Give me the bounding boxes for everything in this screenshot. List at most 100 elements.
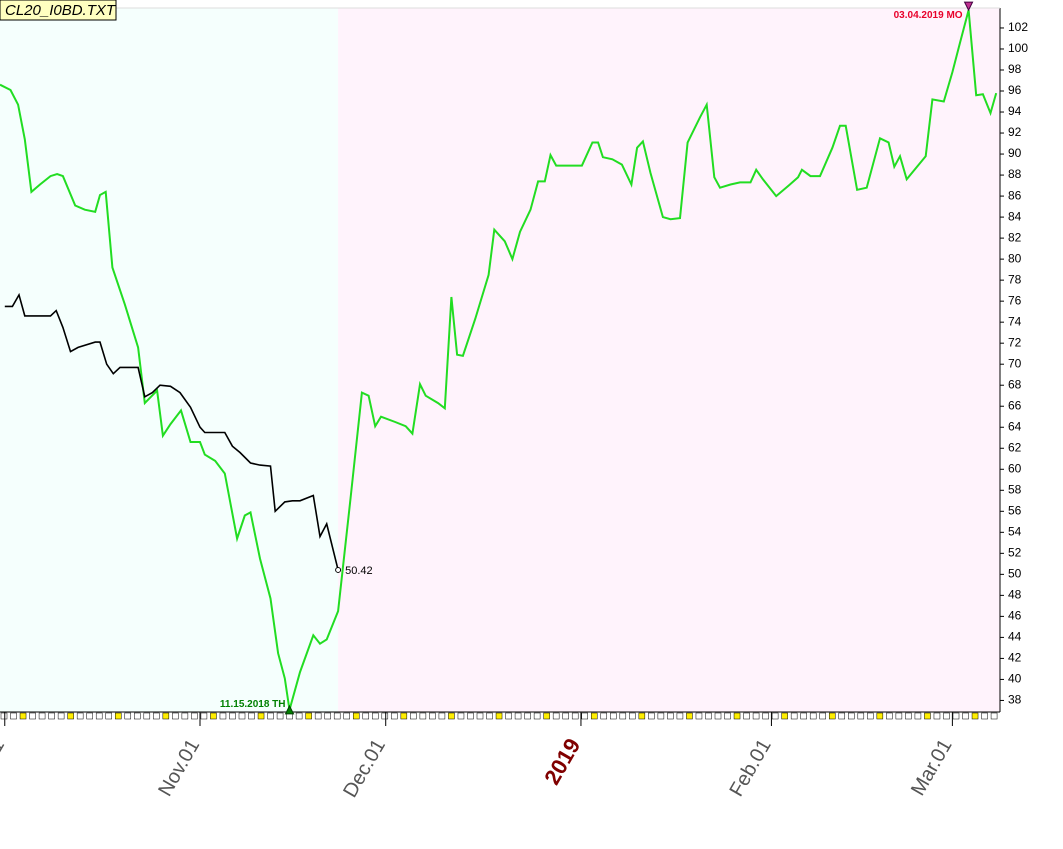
day-tick [562, 712, 569, 720]
day-tick [86, 712, 93, 720]
day-tick [429, 712, 436, 720]
y-tick-label: 72 [1008, 335, 1022, 349]
line [0, 9, 998, 711]
y-tick-label: 38 [1008, 693, 1022, 707]
plot: 11.15.2018 TH 03.04.2019 MO 50.42 [0, 1, 998, 715]
day-tick [762, 712, 769, 720]
day-tick [448, 712, 455, 720]
day-tick [381, 712, 389, 720]
day-tick [181, 712, 189, 720]
y-tick-label: 70 [1008, 356, 1022, 370]
day-tick [790, 712, 798, 720]
x-tick-label: Feb.01 [726, 736, 776, 801]
y-tick-label: 42 [1008, 651, 1022, 665]
day-tick [362, 712, 370, 720]
day-tick [57, 712, 65, 720]
x-tick-label: Dec.01 [339, 736, 390, 802]
day-tick [886, 712, 893, 720]
day-tick [743, 712, 750, 720]
day-tick [276, 712, 284, 720]
day-tick [695, 712, 703, 720]
y-tick-label: 80 [1008, 251, 1022, 265]
low-marker [284, 704, 295, 715]
day-tick [514, 712, 522, 720]
day-tick [229, 712, 236, 720]
high-label: 03.04.2019 MO [894, 10, 963, 21]
y-tick-label: 84 [1008, 209, 1022, 223]
y-tick-label: 90 [1008, 146, 1022, 160]
day-tick [848, 712, 855, 720]
x-tick-label: Nov.01 [154, 736, 204, 801]
y-tick-label: 48 [1008, 588, 1022, 602]
y-tick-label: 54 [1008, 524, 1022, 538]
day-tick [476, 712, 484, 720]
day-tick [400, 712, 408, 720]
day-tick [667, 712, 674, 720]
day-tick [800, 712, 807, 720]
shade-right [338, 8, 1001, 712]
day-tick [191, 712, 198, 720]
day-tick [990, 712, 998, 720]
day-tick [352, 712, 360, 720]
y-tick-label: 88 [1008, 167, 1022, 181]
y-tick-label: 74 [1008, 314, 1022, 328]
day-tick [600, 712, 608, 720]
day-tick [781, 712, 788, 720]
day-tick [809, 712, 817, 720]
day-tick [372, 712, 379, 720]
day-tick [629, 712, 636, 720]
day-tick [10, 712, 17, 720]
line [4, 292, 339, 571]
day-tick [876, 712, 884, 720]
day-tick [581, 712, 588, 720]
day-tick [971, 712, 979, 720]
day-tick [29, 712, 36, 720]
background [0, 8, 1001, 712]
day-tick [457, 712, 465, 720]
day-tick [134, 712, 141, 720]
day-tick [648, 712, 655, 720]
day-tick [295, 712, 303, 720]
day-tick [343, 712, 350, 720]
y-tick-label: 60 [1008, 461, 1022, 475]
day-tick [638, 712, 646, 720]
day-tick [267, 712, 274, 720]
x-tick-label: Oct.01 [0, 736, 9, 798]
day-tick [676, 712, 684, 720]
day-tick [619, 712, 627, 720]
high-marker [963, 1, 974, 12]
day-tick [257, 712, 265, 720]
end-marker [335, 566, 342, 573]
x-tick-label: Mar.01 [907, 736, 957, 800]
day-tick [895, 712, 903, 720]
day-tick [610, 712, 617, 720]
day-tick [248, 712, 255, 720]
day-tick [981, 712, 988, 720]
day-tick [933, 712, 941, 720]
day-tick [819, 712, 826, 720]
y-tick-label: 76 [1008, 293, 1022, 307]
day-tick [524, 712, 531, 720]
y-tick-label: 102 [1008, 20, 1028, 34]
low-label: 11.15.2018 TH [220, 699, 286, 710]
day-tick [467, 712, 474, 720]
day-tick [686, 712, 693, 720]
day-tick [486, 712, 493, 720]
day-tick [924, 712, 931, 720]
y-tick-label: 86 [1008, 188, 1022, 202]
day-tick [333, 712, 341, 720]
day-tick [324, 712, 331, 720]
day-tick [867, 712, 874, 720]
day-tick [571, 712, 579, 720]
day-tick [238, 712, 246, 720]
y-tick-label: 44 [1008, 630, 1022, 644]
y-tick-label: 58 [1008, 482, 1022, 496]
day-tick [438, 712, 446, 720]
day-tick [153, 712, 160, 720]
day-tick [410, 712, 417, 720]
day-tick [305, 712, 312, 720]
day-tick [914, 712, 922, 720]
day-tick [905, 712, 912, 720]
y-tick-label: 46 [1008, 609, 1022, 623]
day-tick [419, 712, 427, 720]
